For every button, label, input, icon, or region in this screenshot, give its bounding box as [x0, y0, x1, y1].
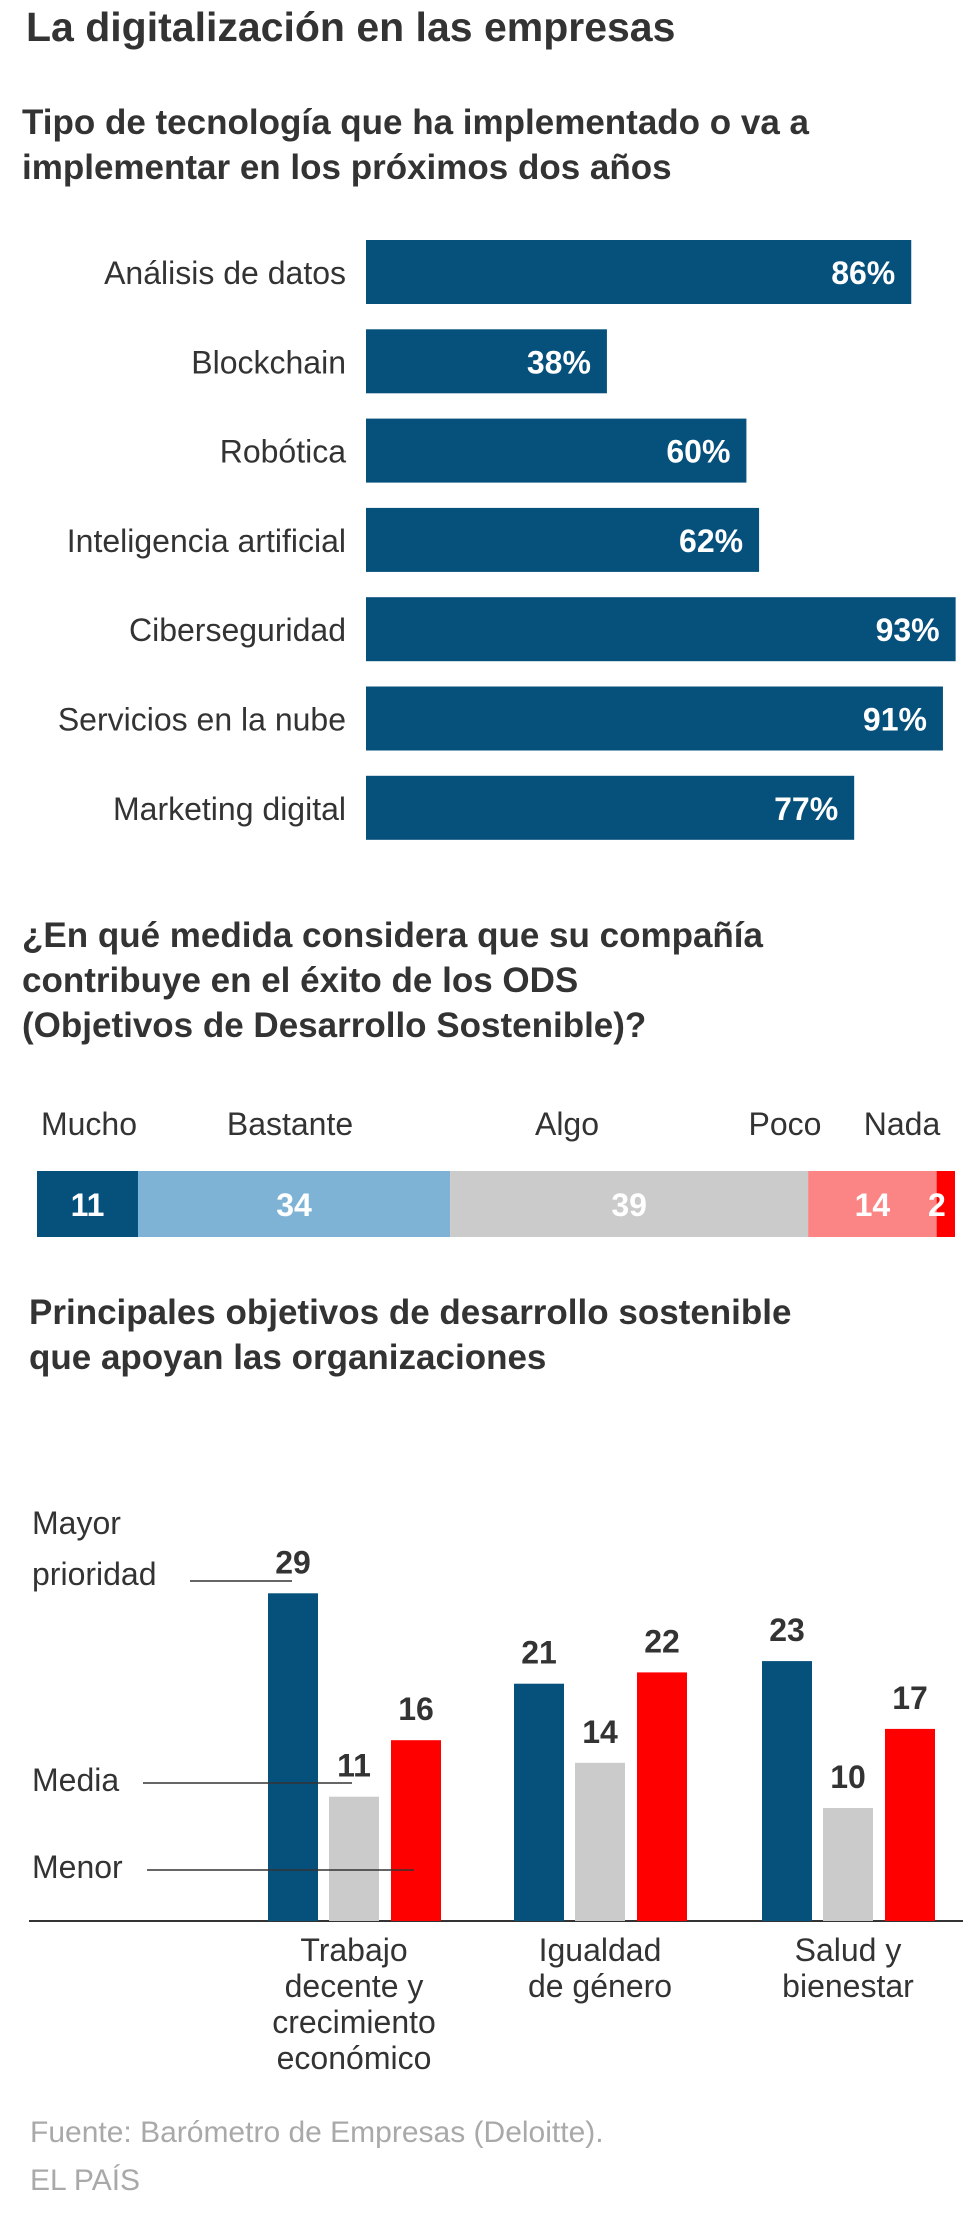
bar: [885, 1728, 935, 1921]
chart1-title: Tipo de tecnología que ha implementado o…: [22, 100, 809, 190]
value-label: 62%: [679, 523, 743, 559]
value-label: 23: [769, 1612, 805, 1648]
series-legend-label: Menor: [32, 1849, 123, 1885]
group-label: de género: [528, 1968, 672, 2004]
bar: [329, 1796, 379, 1921]
segment: [936, 1171, 955, 1237]
tech-bar-chart: Análisis de datos 86% Blockchain 38% Robótic…: [58, 240, 956, 840]
bar: [823, 1808, 873, 1921]
value-label: 21: [521, 1635, 557, 1671]
chart2-title-line: ¿En qué medida considera que su compañía: [22, 916, 763, 955]
group-label: decente y: [285, 1968, 424, 2004]
value-label: 10: [830, 1759, 866, 1795]
segment-category-label: Poco: [749, 1106, 822, 1142]
bar: [637, 1672, 687, 1921]
group-label: económico: [277, 2040, 432, 2076]
value-label: 11: [337, 1748, 371, 1784]
source-note: Fuente: Barómetro de Empresas (Deloitte)…: [30, 2116, 604, 2149]
group-label: crecimiento: [272, 2004, 436, 2040]
page-title: La digitalización en las empresas: [26, 4, 676, 50]
chart2-title: ¿En qué medida considera que su compañía…: [22, 913, 763, 1048]
segment-category-label: Mucho: [41, 1106, 137, 1142]
group-label: bienestar: [782, 1968, 914, 2004]
bar: [366, 418, 747, 483]
segment: [808, 1171, 937, 1237]
category-label: Ciberseguridad: [129, 612, 346, 648]
segment: [137, 1171, 451, 1237]
segment-value: 14: [855, 1187, 891, 1223]
value-label: 16: [398, 1691, 434, 1727]
publisher-credit: EL PAÍS: [30, 2164, 141, 2197]
value-label: 93%: [876, 612, 940, 648]
chart2-title-line: contribuye en el éxito de los ODS: [22, 961, 579, 1000]
category-label: Servicios en la nube: [58, 702, 346, 738]
chart3-title-line: que apoyan las organizaciones: [29, 1338, 547, 1377]
series-legend-label: prioridad: [32, 1556, 157, 1592]
chart3-title: Principales objetivos de desarrollo sost…: [29, 1290, 791, 1380]
category-label: Blockchain: [191, 344, 346, 380]
bar: [366, 686, 943, 751]
chart1-title-line: implementar en los próximos dos años: [22, 148, 672, 187]
segment-category-label: Algo: [535, 1106, 599, 1142]
value-label: 14: [582, 1714, 618, 1750]
segment-value: 2: [928, 1187, 946, 1223]
value-label: 86%: [831, 255, 895, 291]
bar: [391, 1740, 441, 1921]
bar: [366, 329, 607, 394]
value-label: 38%: [527, 344, 591, 380]
bar: [762, 1661, 812, 1921]
ods-stacked-bar: 11 Mucho 34 Bastante 39 Algo 14 Poco 2 Nada: [37, 1106, 955, 1237]
value-label: 91%: [863, 702, 927, 738]
bar: [268, 1593, 318, 1921]
segment-value: 39: [611, 1187, 647, 1223]
bar: [366, 775, 855, 840]
series-legend-label: Media: [32, 1762, 119, 1798]
value-label: 29: [275, 1544, 311, 1580]
category-label: Análisis de datos: [104, 255, 346, 291]
value-label: 60%: [666, 434, 730, 470]
bar: [514, 1683, 564, 1921]
chart1-title-line: Tipo de tecnología que ha implementado o…: [22, 103, 809, 142]
value-label: 77%: [774, 791, 838, 827]
bar: [366, 597, 956, 662]
group-label: Igualdad: [539, 1932, 662, 1968]
value-label: 22: [644, 1623, 680, 1659]
bar: [575, 1762, 625, 1921]
chart2-title-line: (Objetivos de Desarrollo Sostenible)?: [22, 1006, 647, 1045]
bar: [366, 240, 912, 304]
category-label: Marketing digital: [113, 791, 346, 827]
segment-category-label: Bastante: [227, 1106, 353, 1142]
series-legend-label: Mayor: [32, 1505, 121, 1541]
group-label: Trabajo: [300, 1932, 407, 1968]
segment: [450, 1171, 809, 1237]
value-label: 17: [892, 1680, 928, 1716]
chart3-title-line: Principales objetivos de desarrollo sost…: [29, 1293, 792, 1332]
segment-value: 34: [276, 1187, 312, 1223]
segment: [37, 1171, 138, 1237]
group-label: Salud y: [795, 1932, 902, 1968]
bar: [366, 507, 760, 572]
segment-value: 11: [71, 1187, 105, 1223]
category-label: Robótica: [220, 434, 347, 470]
segment-category-label: Nada: [864, 1106, 941, 1142]
category-label: Inteligencia artificial: [67, 523, 346, 559]
